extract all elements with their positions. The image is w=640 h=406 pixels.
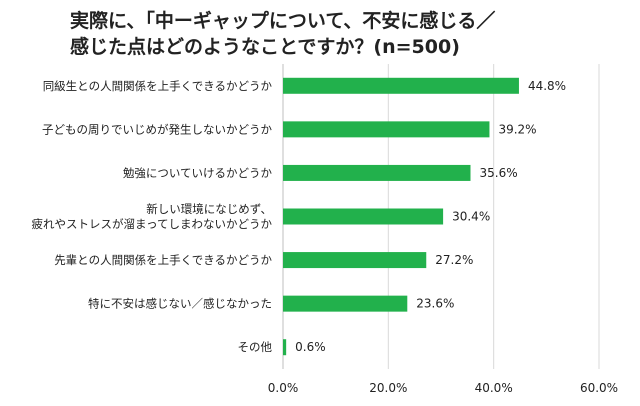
value-label-3: 30.4% [452,210,490,224]
category-label-1: 子どもの周りでいじめが発生しないかどうか [42,122,272,136]
value-label-0: 44.8% [528,79,566,93]
bar-1 [283,121,490,138]
bar-0 [283,77,519,94]
x-tick-label-3: 60.0% [580,381,618,395]
x-tick-label-0: 0.0% [268,381,299,395]
category-label-6: その他 [238,340,273,354]
value-label-6: 0.6% [295,340,326,354]
chart-title-line-1: 実際に、「中ーギャップについて、不安に感じる／ [70,10,496,32]
chart-title-line-2: 感じた点はどのようなことですか？(n=500) [70,36,460,58]
category-label-4: 先輩との人間関係を上手くできるかどうか [54,253,272,267]
category-label-0: 同級生との人間関係を上手くできるかどうか [43,79,273,93]
value-label-5: 23.6% [416,297,454,311]
bar-2 [283,164,471,181]
category-label-3-line-1: 疲れやストレスが溜まってしまわないかどうか [32,217,273,231]
bar-6 [283,339,287,356]
bar-5 [283,295,408,312]
bar-4 [283,252,427,269]
value-label-4: 27.2% [435,253,473,267]
value-label-1: 39.2% [498,122,536,136]
category-label-2: 勉強についていけるかどうか [123,166,273,180]
bar-3 [283,208,444,225]
category-label-3-line-0: 新しい環境になじめず、 [146,202,272,216]
x-tick-label-1: 20.0% [369,381,407,395]
category-label-5: 特に不安は感じない／感じなかった [88,297,272,311]
value-label-2: 35.6% [479,166,517,180]
chart-title: 実際に、「中ーギャップについて、不安に感じる／ 感じた点はどのようなことですか？… [70,8,630,60]
x-tick-label-2: 40.0% [475,381,513,395]
